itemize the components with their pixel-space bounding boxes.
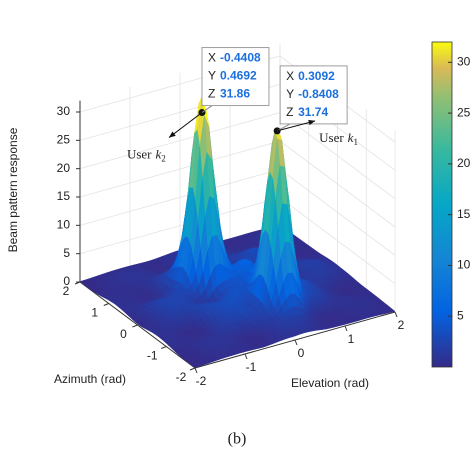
- annotation-part: k: [156, 147, 162, 162]
- colorbar-tick-label: 30: [457, 54, 471, 68]
- arrow-head: [308, 119, 316, 126]
- tick-mark: [244, 353, 248, 360]
- surface-patch: [191, 363, 201, 368]
- x-tick-label: 1: [348, 332, 355, 346]
- x-tick-label: 2: [398, 318, 405, 332]
- datatip-label: X: [208, 51, 216, 65]
- z-tick-label: 0: [63, 274, 70, 288]
- axis-line: [79, 281, 196, 369]
- tick-mark: [394, 311, 398, 318]
- annotation-part: k: [348, 130, 354, 145]
- datatip-value: 0.4692: [220, 69, 257, 83]
- datatip-label: X: [286, 69, 294, 83]
- colorbar-tick-label: 20: [457, 156, 471, 170]
- datatip-label: Z: [286, 105, 293, 119]
- arrow-head: [168, 131, 176, 138]
- datatip-value: 0.3092: [298, 69, 335, 83]
- colorbar-tick-label: 25: [457, 105, 471, 119]
- datatip-label: Y: [208, 69, 216, 83]
- annotation-arrow: [168, 112, 203, 138]
- tick-mark: [132, 324, 138, 328]
- y-tick-label: 2: [63, 284, 70, 298]
- annotation: User k1: [319, 130, 358, 147]
- datatip-label: Z: [208, 87, 215, 101]
- x-tick-label: -1: [246, 360, 257, 374]
- datatip-box: [279, 65, 348, 125]
- tick-mark: [294, 339, 298, 346]
- tick-mark: [344, 325, 348, 332]
- datatip-pointer: [276, 123, 291, 132]
- colorbar: [431, 41, 453, 368]
- tick-mark: [189, 367, 196, 371]
- datatip-value: 31.86: [220, 87, 250, 101]
- tick-mark: [103, 303, 109, 306]
- annotation-part: 2: [161, 154, 166, 164]
- annotation: User k2: [127, 147, 166, 164]
- datatip-value: -0.8408: [298, 87, 339, 101]
- datatip-label: Y: [286, 87, 294, 101]
- annotation-arrow: [277, 120, 316, 132]
- colorbar-tick-label: 15: [457, 207, 471, 221]
- z-axis-label: Beam pattern response: [6, 127, 20, 252]
- tick-mark: [194, 367, 198, 374]
- datatip-value: 31.74: [298, 105, 328, 119]
- z-tick-label: 20: [57, 161, 71, 175]
- datatip-pointer: [201, 105, 213, 113]
- caption: (b): [228, 431, 247, 448]
- z-tick-label: 15: [57, 189, 71, 203]
- colorbar-tick-label: 10: [457, 258, 471, 272]
- surface: [79, 96, 396, 368]
- x-tick-label: 0: [298, 346, 305, 360]
- tick-mark: [74, 281, 81, 285]
- y-tick-label: 1: [91, 306, 98, 320]
- colorbar-tick-label: 5: [457, 308, 464, 322]
- y-axis-label: Azimuth (rad): [54, 372, 126, 386]
- z-tick-label: 30: [57, 104, 71, 118]
- datatip-box: [201, 47, 270, 107]
- z-tick-label: 10: [57, 218, 71, 232]
- y-tick-label: -1: [147, 349, 158, 363]
- axis-line: [194, 311, 396, 369]
- annotation-part: User: [127, 147, 152, 162]
- datatip-value: -0.4408: [220, 51, 261, 65]
- annotation-part: 1: [353, 137, 358, 147]
- annotation-part: User: [319, 130, 344, 145]
- y-tick-label: 0: [120, 327, 127, 341]
- z-tick-label: 5: [63, 246, 70, 260]
- y-tick-label: -2: [176, 370, 187, 384]
- x-axis-label: Elevation (rad): [291, 376, 369, 390]
- z-tick-label: 25: [57, 133, 71, 147]
- x-tick-label: -2: [196, 374, 207, 388]
- tick-mark: [161, 346, 167, 349]
